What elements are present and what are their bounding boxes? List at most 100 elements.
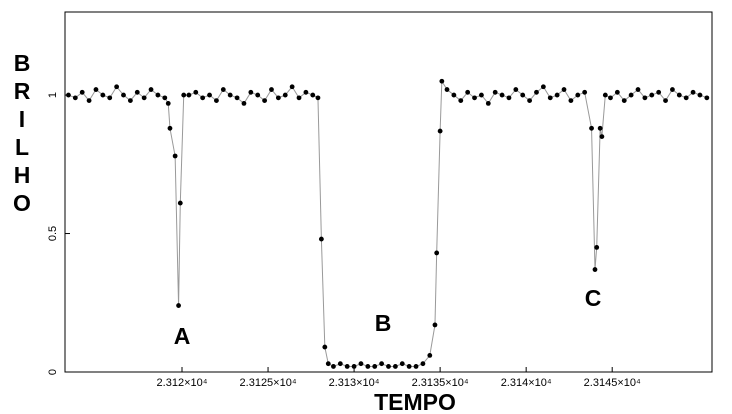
data-point	[344, 364, 350, 369]
y-tick-label: 0.5	[47, 226, 59, 241]
data-point	[458, 98, 464, 104]
y-tick-label: 0	[47, 369, 59, 375]
x-tick-label: 2.3145×10⁴	[584, 377, 641, 389]
data-point	[594, 244, 600, 250]
data-point	[220, 87, 226, 92]
data-point	[465, 89, 471, 95]
data-point	[127, 98, 133, 104]
data-point	[534, 89, 539, 95]
data-point	[439, 78, 445, 84]
x-tick-label: 2.313×10⁴	[329, 377, 380, 389]
data-point	[683, 95, 689, 101]
data-point	[540, 84, 546, 90]
data-point	[72, 95, 78, 101]
data-point	[365, 364, 371, 369]
data-point	[310, 92, 316, 98]
data-point	[697, 92, 703, 98]
data-point	[575, 92, 581, 98]
data-point	[200, 95, 206, 101]
data-point	[704, 95, 710, 101]
data-point	[322, 344, 328, 350]
data-point	[602, 92, 608, 98]
data-point	[66, 92, 71, 98]
data-point	[100, 92, 106, 98]
data-point	[479, 92, 484, 98]
data-point	[207, 92, 212, 98]
data-point	[568, 98, 574, 104]
data-point	[451, 92, 457, 98]
data-point	[248, 89, 254, 95]
data-point	[527, 98, 533, 104]
data-point	[676, 92, 682, 98]
data-point	[406, 364, 412, 369]
data-point	[392, 364, 398, 369]
data-point	[386, 364, 391, 369]
data-point	[614, 89, 620, 95]
data-point	[656, 89, 662, 95]
data-point	[289, 84, 295, 90]
data-point	[214, 98, 219, 104]
data-point	[227, 92, 233, 98]
data-point	[582, 89, 588, 95]
data-point	[325, 361, 331, 367]
data-point	[148, 87, 154, 92]
data-point	[554, 92, 560, 98]
data-point	[427, 352, 433, 358]
x-axis-label: TEMPO	[374, 389, 456, 414]
data-point	[379, 361, 385, 367]
data-point	[114, 84, 120, 90]
data-point	[649, 92, 655, 98]
x-tick-label: 2.3135×10⁴	[412, 377, 469, 389]
x-tick-label: 2.312×10⁴	[157, 377, 208, 389]
data-point	[181, 92, 187, 98]
data-point	[176, 303, 181, 308]
data-point	[358, 361, 364, 367]
data-point	[642, 95, 648, 101]
data-point	[670, 87, 675, 92]
data-point	[165, 100, 171, 106]
data-point	[434, 250, 440, 256]
data-point	[155, 92, 161, 98]
data-point	[520, 92, 526, 98]
data-point	[663, 98, 668, 104]
data-point	[315, 95, 321, 101]
data-point	[331, 364, 336, 369]
data-point	[167, 125, 173, 131]
data-point	[592, 267, 598, 272]
data-point	[420, 361, 426, 367]
data-point	[255, 92, 261, 98]
data-point	[262, 98, 268, 104]
x-tick-label: 2.314×10⁴	[501, 377, 552, 389]
data-point	[472, 95, 477, 101]
data-point	[234, 95, 240, 101]
data-point	[432, 322, 438, 328]
data-point	[141, 95, 147, 101]
data-point	[597, 125, 603, 131]
data-point	[172, 153, 178, 159]
data-point	[399, 361, 405, 367]
data-point	[134, 89, 140, 95]
data-point	[351, 364, 357, 369]
data-point	[599, 134, 605, 140]
data-point	[628, 92, 634, 98]
data-point	[193, 89, 199, 95]
data-point	[86, 98, 92, 104]
data-point	[547, 95, 553, 101]
data-point	[561, 87, 567, 92]
data-point	[93, 87, 99, 92]
data-point	[241, 100, 247, 106]
data-point	[303, 89, 309, 95]
plot-frame	[64, 11, 713, 373]
data-point	[282, 92, 288, 98]
annotation: C	[585, 285, 602, 311]
data-point	[621, 98, 627, 104]
data-point	[107, 95, 113, 101]
data-point	[413, 364, 419, 369]
data-point	[437, 128, 443, 134]
data-point	[337, 361, 343, 367]
data-point	[162, 95, 168, 101]
data-point	[275, 95, 281, 101]
data-point	[499, 92, 505, 98]
